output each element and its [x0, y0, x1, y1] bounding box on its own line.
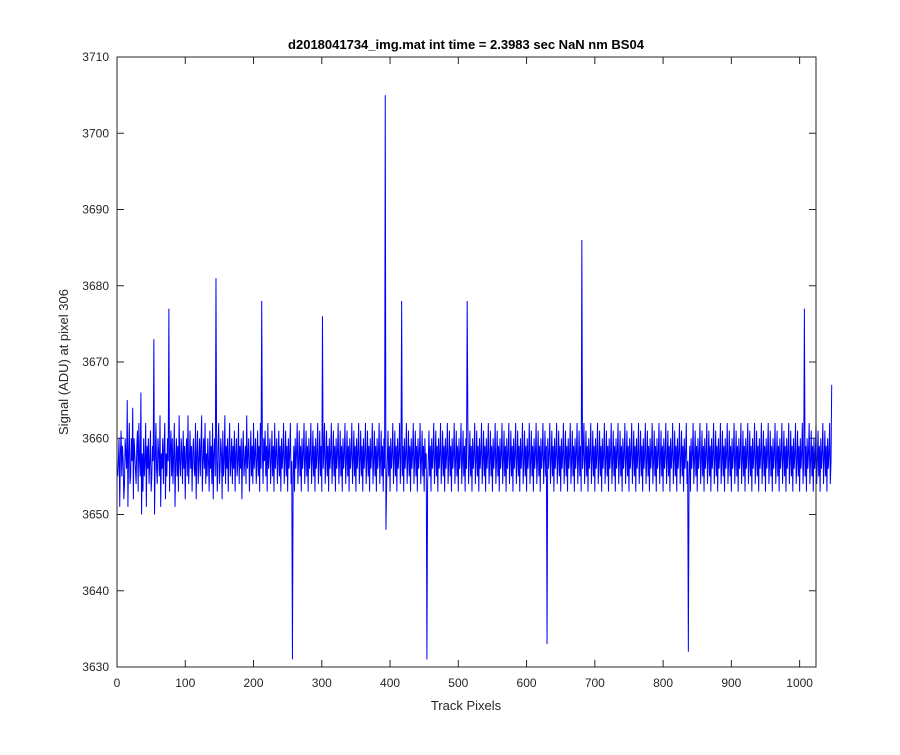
y-tick-label: 3670: [82, 355, 109, 369]
x-tick-label: 200: [244, 676, 264, 690]
series-layer: [117, 95, 833, 660]
y-tick-label: 3700: [82, 126, 109, 140]
x-tick-label: 100: [175, 676, 195, 690]
x-tick-label: 900: [721, 676, 741, 690]
y-tick-label: 3650: [82, 508, 109, 522]
x-tick-label: 400: [380, 676, 400, 690]
axis-ticks: 0 100 200 300 400 500 600 700 800 900 1000 3630 3640…: [82, 50, 816, 690]
x-tick-label: 300: [312, 676, 332, 690]
x-axis-label: Track Pixels: [431, 698, 502, 713]
y-tick-label: 3680: [82, 279, 109, 293]
x-tick-label: 700: [585, 676, 605, 690]
signal-series-line: [117, 95, 833, 660]
x-tick-label: 0: [114, 676, 121, 690]
y-tick-label: 3660: [82, 431, 109, 445]
x-tick-label: 500: [448, 676, 468, 690]
y-tick-label: 3710: [82, 50, 109, 64]
x-tick-label: 600: [517, 676, 537, 690]
x-tick-label: 1000: [786, 676, 813, 690]
y-tick-label: 3630: [82, 660, 109, 674]
chart-title: d2018041734_img.mat int time = 2.3983 se…: [288, 37, 645, 52]
y-tick-label: 3640: [82, 584, 109, 598]
axes-box: [116, 56, 817, 668]
y-axis-label: Signal (ADU) at pixel 306: [56, 289, 71, 435]
y-tick-label: 3690: [82, 203, 109, 217]
x-tick-label: 800: [653, 676, 673, 690]
